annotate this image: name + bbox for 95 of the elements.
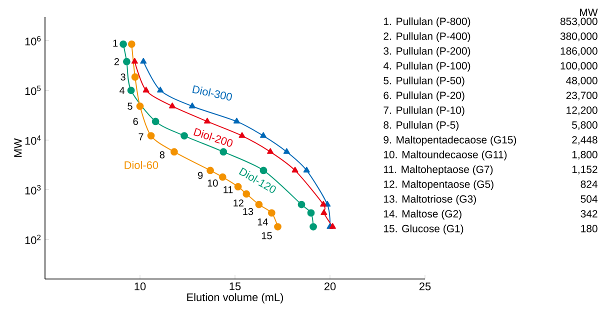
text: 48,000: [566, 76, 598, 86]
text: 23,700: [566, 92, 598, 100]
annotation: 5. Pullulan (P-50): [384, 76, 464, 86]
point: [320, 200, 327, 207]
point: [329, 223, 336, 229]
point: [238, 132, 246, 138]
annotation: 4. Pullulan (P-100): [383, 62, 470, 72]
point: [140, 58, 147, 64]
annotation: 6. Pullulan (P-20): [384, 91, 464, 102]
text: 180: [581, 224, 598, 232]
point: [131, 58, 138, 64]
annotation: 14: [258, 218, 268, 226]
x-tick-label: 25: [419, 282, 431, 290]
annotation: 7. Pullulan (P-10): [384, 106, 464, 116]
annotation: 7: [138, 133, 144, 140]
point: [307, 209, 315, 217]
point: [298, 200, 306, 208]
point: [157, 86, 164, 92]
annotation: 14. Maltose (G2): [384, 210, 462, 220]
point: [283, 148, 290, 154]
annotation: 12. Maltopentaose (G5): [384, 180, 494, 190]
annotation: 1: [113, 40, 118, 47]
point: [292, 166, 298, 173]
y-tick-label: 10$^{4}$: [25, 135, 41, 145]
point: [131, 73, 139, 81]
text: 1,800: [572, 150, 598, 160]
text: 100,000: [560, 62, 598, 71]
text: 1,152: [572, 166, 598, 174]
x-axis-title: Elution volume (mL): [187, 293, 284, 304]
point: [218, 173, 226, 181]
point: [320, 209, 328, 216]
annotation: 9. Maltopentadecaose (G15): [384, 136, 516, 146]
text: 824: [580, 180, 598, 188]
text: 853,000: [560, 18, 598, 26]
point: [180, 132, 188, 140]
point: [233, 118, 240, 124]
point: [255, 200, 263, 208]
annotation: 5: [128, 102, 132, 110]
point: [120, 40, 127, 48]
text: 504: [580, 195, 598, 203]
point: [128, 40, 136, 48]
point: [142, 86, 150, 92]
point: [123, 58, 130, 66]
annotation: 2: [114, 58, 119, 66]
annotation: 11: [224, 186, 233, 194]
point: [206, 166, 214, 174]
y-tick-label: 10$^{6}$: [25, 36, 41, 46]
annotation: 15. Glucose (G1): [384, 224, 464, 234]
point: [268, 209, 276, 217]
annotation: 1. Pullulan (P-800): [384, 17, 470, 28]
annotation: 10. Maltoundecaose (G11): [384, 150, 507, 160]
annotation: 13. Maltotriose (G3): [384, 195, 476, 205]
annotation: 8. Pullulan (P-5): [384, 121, 459, 131]
annotation: 10: [208, 180, 218, 187]
point: [127, 86, 135, 94]
text: 380,000: [560, 32, 598, 42]
annotation: 12: [234, 199, 244, 206]
point: [274, 223, 282, 230]
point: [260, 132, 267, 138]
annotation: 6: [133, 118, 138, 125]
y-tick-label: 10$^{5}$: [25, 86, 41, 96]
annotation: 11. Maltoheptaose (G7): [384, 165, 493, 176]
point: [220, 148, 228, 156]
text: 186,000: [560, 47, 598, 56]
text: 2,448: [572, 136, 598, 145]
x-tick-label: 20: [324, 282, 336, 290]
annotation: 2. Pullulan (P-400): [384, 32, 470, 42]
point: [169, 102, 176, 108]
point: [188, 102, 196, 108]
point: [152, 118, 160, 126]
text: 12,200: [566, 106, 598, 116]
y-axis-title: MW: [14, 138, 22, 157]
point: [267, 148, 274, 154]
point: [303, 166, 310, 173]
annotation: 8: [160, 151, 165, 158]
y-tick-label: 10$^{3}$: [25, 185, 41, 194]
point: [170, 148, 178, 156]
annotation: 3: [120, 73, 126, 81]
text: 5,800: [572, 121, 598, 130]
x-tick-label: 15: [230, 282, 241, 290]
annotation: 4: [120, 86, 125, 94]
annotation: 15: [262, 232, 272, 240]
annotation: 13: [243, 208, 254, 216]
series-label: Diol-60: [124, 160, 158, 170]
point: [147, 132, 155, 140]
text: MW: [580, 8, 598, 16]
text: 342: [580, 210, 598, 218]
point: [204, 118, 211, 124]
point: [136, 102, 144, 110]
x-tick-label: 10: [134, 282, 146, 290]
text: Diol-300: [192, 85, 232, 101]
y-tick-label: 10$^{2}$: [25, 234, 41, 244]
annotation: 3. Pullulan (P-200): [384, 47, 470, 57]
annotation: 9: [198, 172, 203, 179]
point: [310, 223, 317, 230]
